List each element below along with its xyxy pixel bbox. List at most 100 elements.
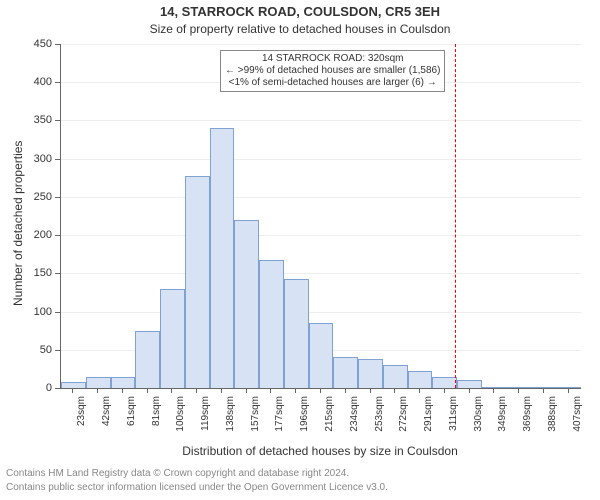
x-tick-mark xyxy=(122,388,123,393)
x-tick-label: 119sqm xyxy=(200,396,211,446)
plot-area xyxy=(60,44,581,389)
annotation-line2: ← >99% of detached houses are smaller (1… xyxy=(225,65,440,77)
x-tick-label: 234sqm xyxy=(349,396,360,446)
y-tick-label: 100 xyxy=(0,306,52,318)
x-tick-mark xyxy=(295,388,296,393)
x-tick-label: 291sqm xyxy=(423,396,434,446)
y-tick-label: 200 xyxy=(0,229,52,241)
x-axis-title: Distribution of detached houses by size … xyxy=(60,444,580,458)
histogram-bar xyxy=(556,387,581,388)
footer-line1: Contains HM Land Registry data © Crown c… xyxy=(6,468,594,479)
x-tick-mark xyxy=(147,388,148,393)
histogram-bar xyxy=(408,371,433,388)
gridline xyxy=(61,159,581,160)
x-tick-mark xyxy=(469,388,470,393)
x-tick-label: 100sqm xyxy=(175,396,186,446)
y-tick-mark xyxy=(55,44,60,45)
x-tick-mark xyxy=(221,388,222,393)
x-tick-mark xyxy=(72,388,73,393)
y-axis-title: Number of detached properties xyxy=(11,141,25,306)
chart-title-line2: Size of property relative to detached ho… xyxy=(0,22,600,36)
x-tick-mark xyxy=(196,388,197,393)
x-tick-label: 23sqm xyxy=(76,396,87,446)
histogram-bar xyxy=(358,359,383,388)
x-tick-mark xyxy=(518,388,519,393)
x-tick-mark xyxy=(97,388,98,393)
histogram-bar xyxy=(259,260,284,388)
x-tick-label: 407sqm xyxy=(572,396,583,446)
histogram-bar xyxy=(86,377,111,388)
y-tick-label: 400 xyxy=(0,76,52,88)
histogram-bar xyxy=(531,387,556,388)
y-tick-label: 0 xyxy=(0,382,52,394)
x-tick-mark xyxy=(543,388,544,393)
histogram-bar xyxy=(160,289,185,388)
x-tick-mark xyxy=(320,388,321,393)
x-tick-label: 272sqm xyxy=(398,396,409,446)
y-tick-label: 50 xyxy=(0,344,52,356)
y-tick-mark xyxy=(55,159,60,160)
histogram-bar xyxy=(507,387,532,388)
x-tick-mark xyxy=(493,388,494,393)
x-tick-label: 215sqm xyxy=(324,396,335,446)
y-tick-mark xyxy=(55,350,60,351)
x-tick-mark xyxy=(444,388,445,393)
y-tick-label: 450 xyxy=(0,38,52,50)
gridline xyxy=(61,120,581,121)
x-tick-label: 157sqm xyxy=(250,396,261,446)
x-tick-mark xyxy=(568,388,569,393)
annotation-box: 14 STARROCK ROAD: 320sqm ← >99% of detac… xyxy=(220,50,445,92)
x-tick-mark xyxy=(419,388,420,393)
histogram-bar xyxy=(482,387,507,388)
footer-line2: Contains public sector information licen… xyxy=(6,482,594,493)
x-tick-mark xyxy=(246,388,247,393)
histogram-bar xyxy=(457,380,482,388)
y-tick-mark xyxy=(55,388,60,389)
y-tick-mark xyxy=(55,235,60,236)
x-tick-mark xyxy=(345,388,346,393)
gridline xyxy=(61,312,581,313)
histogram-bar xyxy=(135,331,160,388)
x-tick-label: 177sqm xyxy=(274,396,285,446)
x-tick-label: 81sqm xyxy=(151,396,162,446)
y-tick-label: 300 xyxy=(0,153,52,165)
x-tick-label: 311sqm xyxy=(448,396,459,446)
y-tick-mark xyxy=(55,273,60,274)
reference-line xyxy=(455,44,456,388)
x-tick-label: 330sqm xyxy=(473,396,484,446)
histogram-bar xyxy=(61,382,86,388)
annotation-line3: <1% of semi-detached houses are larger (… xyxy=(225,77,440,89)
histogram-bar xyxy=(309,323,334,388)
y-tick-mark xyxy=(55,82,60,83)
x-tick-label: 196sqm xyxy=(299,396,310,446)
histogram-bar xyxy=(111,377,136,388)
histogram-bar xyxy=(234,220,259,388)
x-tick-mark xyxy=(370,388,371,393)
chart-container: 14, STARROCK ROAD, COULSDON, CR5 3EH Siz… xyxy=(0,0,600,500)
histogram-bar xyxy=(333,357,358,388)
y-tick-mark xyxy=(55,197,60,198)
y-tick-mark xyxy=(55,312,60,313)
y-tick-label: 150 xyxy=(0,267,52,279)
gridline xyxy=(61,273,581,274)
x-tick-label: 61sqm xyxy=(126,396,137,446)
x-tick-label: 42sqm xyxy=(101,396,112,446)
y-tick-mark xyxy=(55,120,60,121)
histogram-bar xyxy=(210,128,235,388)
annotation-line1: 14 STARROCK ROAD: 320sqm xyxy=(225,53,440,65)
x-tick-mark xyxy=(394,388,395,393)
y-tick-label: 250 xyxy=(0,191,52,203)
x-tick-label: 349sqm xyxy=(497,396,508,446)
gridline xyxy=(61,44,581,45)
chart-title-line1: 14, STARROCK ROAD, COULSDON, CR5 3EH xyxy=(0,4,600,19)
histogram-bar xyxy=(432,377,457,388)
gridline xyxy=(61,197,581,198)
gridline xyxy=(61,235,581,236)
histogram-bar xyxy=(284,279,309,388)
x-tick-label: 388sqm xyxy=(547,396,558,446)
x-tick-label: 253sqm xyxy=(374,396,385,446)
x-tick-mark xyxy=(270,388,271,393)
x-tick-mark xyxy=(171,388,172,393)
x-tick-label: 369sqm xyxy=(522,396,533,446)
histogram-bar xyxy=(383,365,408,388)
